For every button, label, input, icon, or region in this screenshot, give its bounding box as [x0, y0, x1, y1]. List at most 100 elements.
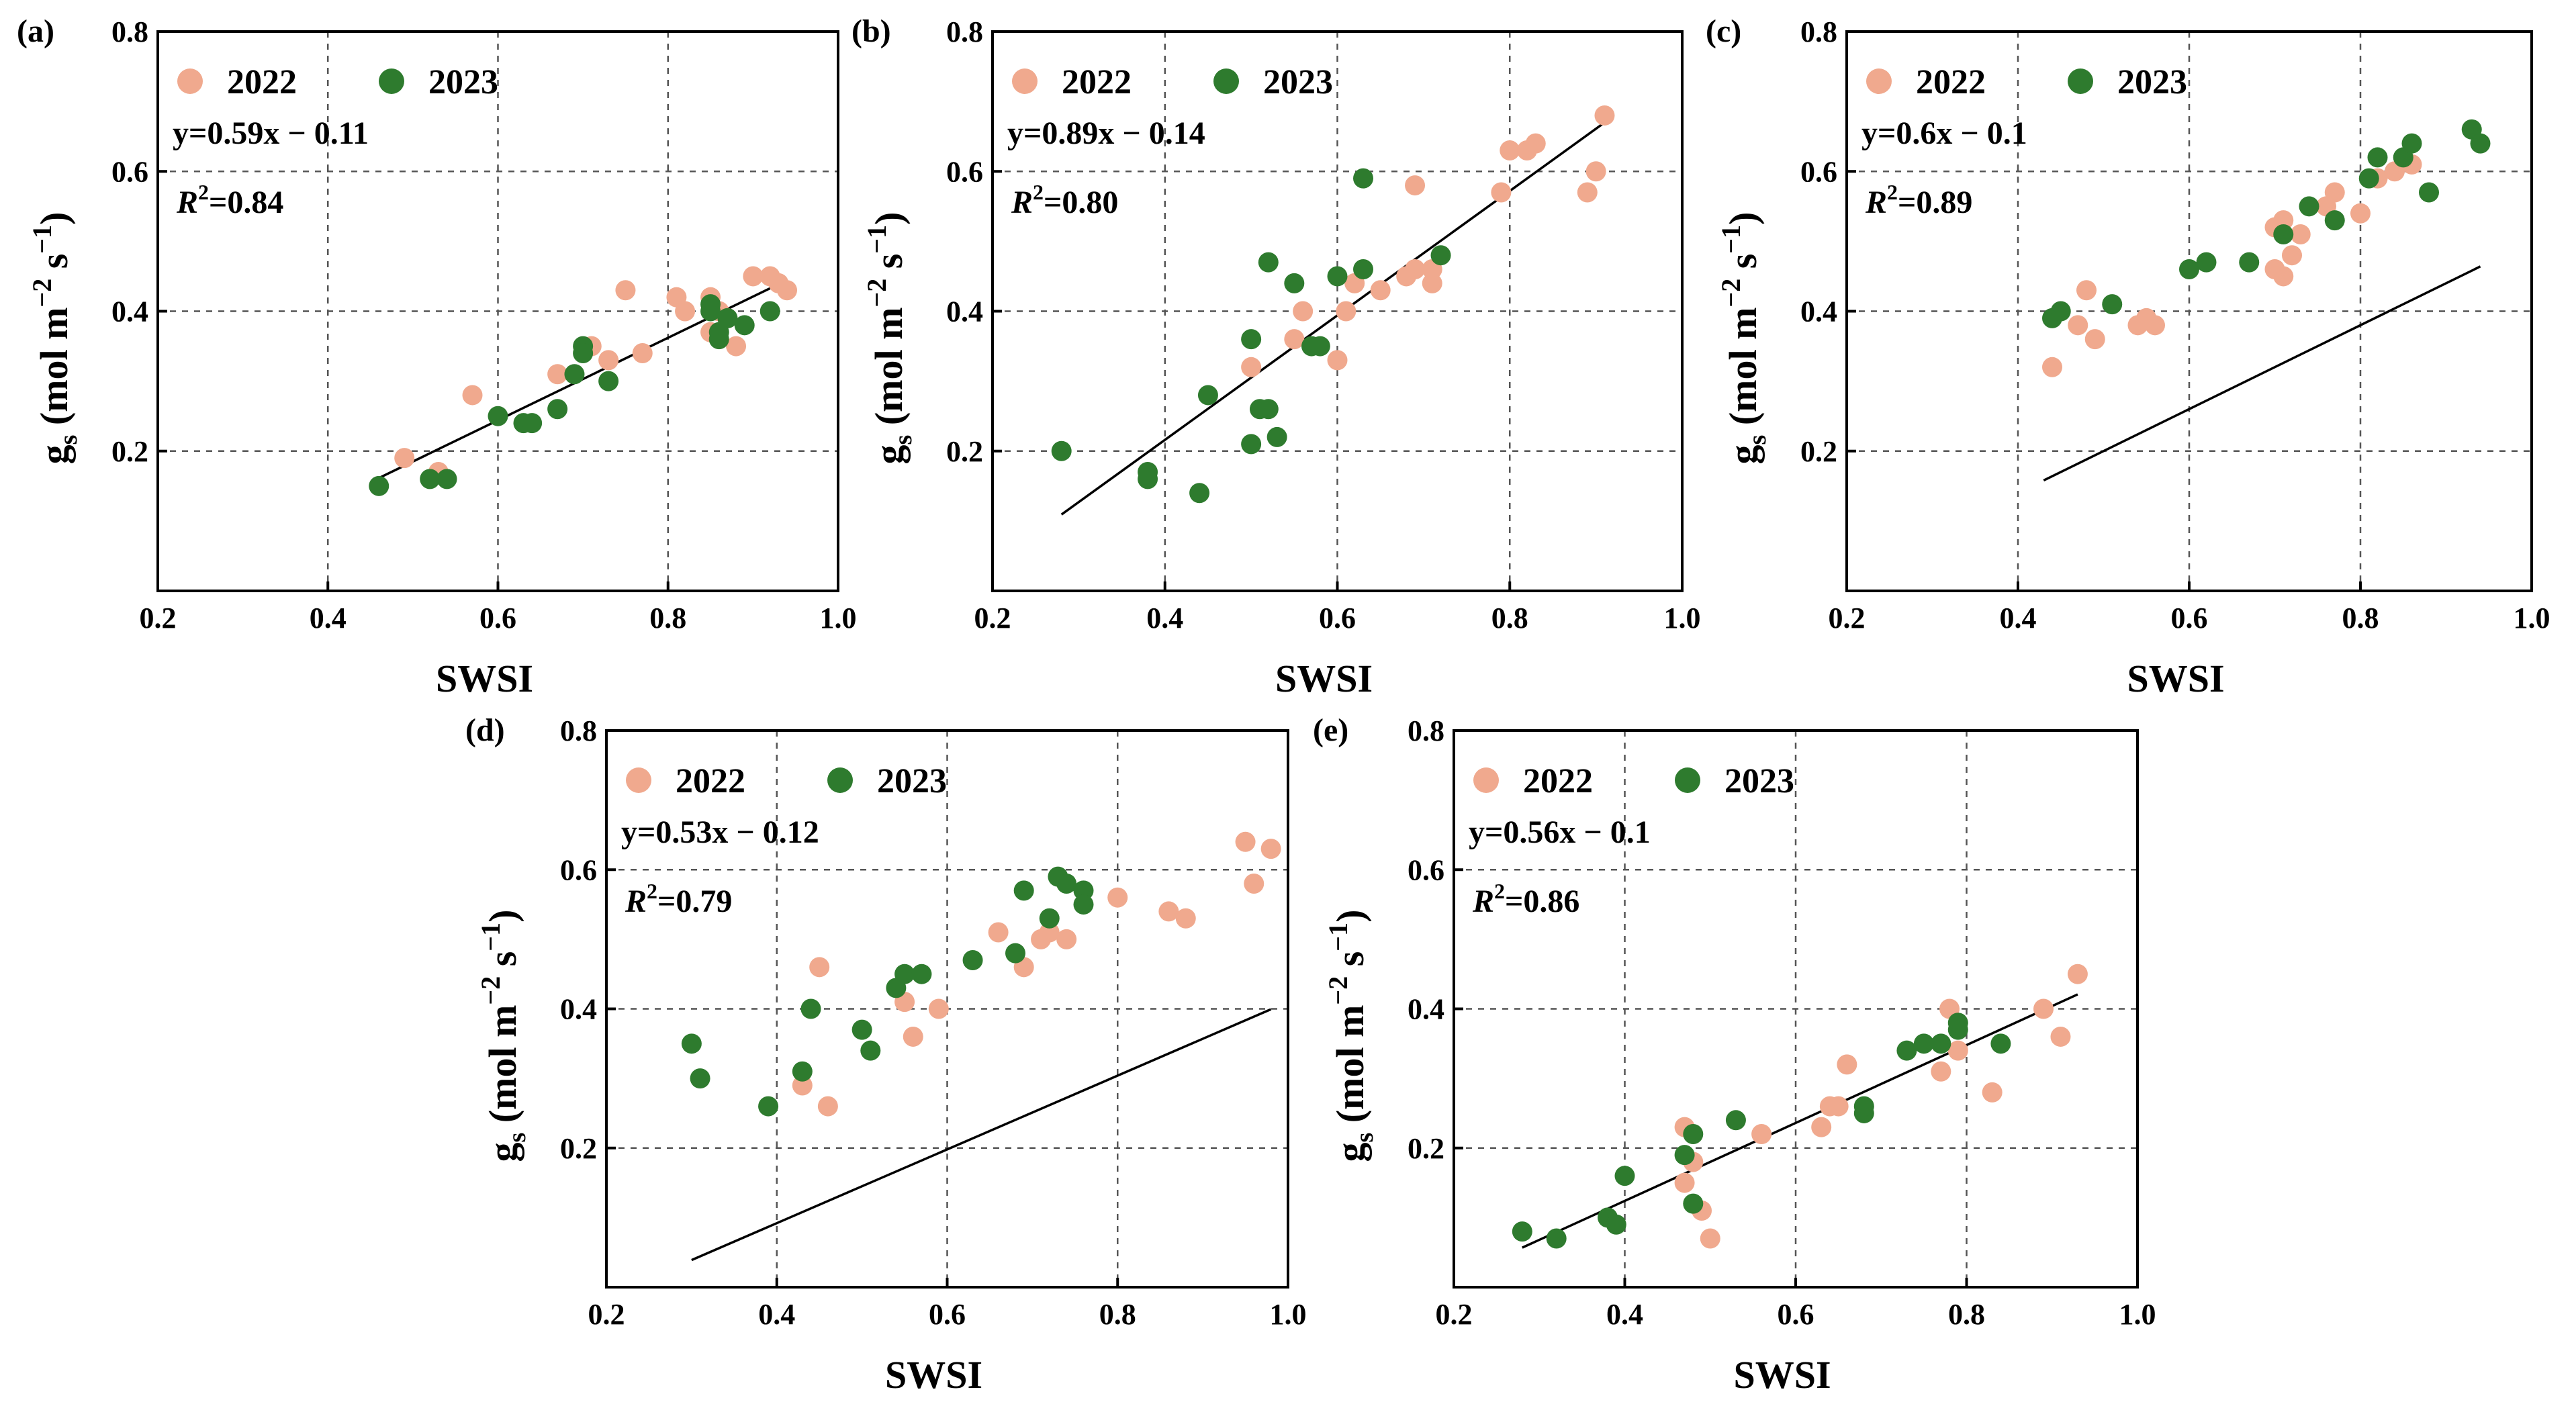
point-2022: [2050, 1026, 2071, 1047]
point-2022: [1235, 831, 1256, 852]
x-tick-label: 1.0: [2514, 602, 2550, 635]
point-2022: [598, 350, 619, 371]
panel-c: 0.2 0.4 0.6 0.8 1.0 0.2 0.4 0.6 0.8 (c) SWSI gs (mo…: [1706, 13, 2550, 700]
legend-marker-2023: [1675, 767, 1700, 793]
panel-label: (a): [17, 13, 54, 49]
legend-marker-2023: [1213, 68, 1239, 94]
point-2023: [1005, 943, 1025, 964]
point-2022: [988, 922, 1009, 943]
y-tick-label: 0.4: [1408, 993, 1444, 1026]
point-2022: [2273, 266, 2294, 287]
x-tick-label: 0.8: [1491, 602, 1528, 635]
point-2023: [2324, 210, 2345, 231]
point-2022: [1525, 133, 1546, 154]
r-squared: R2=0.86: [1472, 879, 1579, 919]
point-2023: [1189, 483, 1210, 504]
point-2023: [681, 1033, 702, 1054]
point-2023: [420, 469, 441, 489]
r-squared: R2=0.89: [1865, 180, 1972, 220]
point-2022: [632, 342, 653, 363]
fit-equation: y=0.56x − 0.1: [1469, 814, 1651, 850]
point-2023: [1056, 873, 1077, 894]
point-2022: [1405, 259, 1426, 280]
point-2022: [1039, 922, 1060, 943]
point-2023: [1197, 385, 1218, 406]
y-tick-label: 0.8: [1408, 714, 1444, 747]
point-2022: [1107, 887, 1128, 908]
fit-equation: y=0.59x − 0.11: [173, 115, 369, 151]
y-tick-label: 0.6: [560, 853, 597, 886]
x-tick-label: 0.2: [140, 602, 177, 635]
point-2022: [1751, 1124, 1772, 1145]
x-axis-title: SWSI: [2127, 657, 2224, 700]
y-tick-label: 0.6: [111, 155, 148, 188]
point-2022: [1241, 357, 1262, 377]
x-tick-label: 0.6: [929, 1298, 966, 1331]
x-tick-label: 0.6: [2171, 602, 2208, 635]
point-2023: [564, 364, 585, 385]
point-2022: [1327, 350, 1348, 371]
legend-label-2023: 2023: [1724, 762, 1794, 800]
y-tick-label: 0.6: [1800, 155, 1837, 188]
point-2022: [726, 336, 747, 357]
point-2023: [962, 949, 983, 970]
point-2022: [2350, 203, 2371, 224]
panel-label: (d): [465, 712, 505, 748]
point-2023: [1241, 329, 1262, 350]
point-2023: [1267, 426, 1287, 447]
point-2022: [1284, 329, 1305, 350]
fit-line: [1060, 122, 1606, 516]
point-2023: [598, 371, 619, 391]
point-2023: [1284, 273, 1305, 293]
x-axis-title: SWSI: [1275, 657, 1373, 700]
y-axis-title: gs (mol m−2 s−1): [1323, 910, 1379, 1162]
y-tick-label: 0.2: [1408, 1132, 1444, 1165]
legend-label-2022: 2022: [676, 762, 745, 800]
point-2023: [1309, 336, 1330, 357]
panel-e: 0.2 0.4 0.6 0.8 1.0 0.2 0.4 0.6 0.8 (e) SWSI gs (mo…: [1313, 712, 2156, 1397]
point-2023: [2367, 147, 2388, 168]
point-2022: [1828, 1096, 1849, 1117]
point-2023: [1353, 259, 1374, 280]
y-tick-label: 0.4: [1800, 295, 1837, 328]
point-2023: [2196, 252, 2217, 273]
point-2023: [1073, 880, 1094, 901]
x-tick-label: 0.8: [1948, 1298, 1985, 1331]
point-2023: [2273, 224, 2294, 244]
point-2023: [547, 399, 568, 420]
legend-label-2022: 2022: [1523, 762, 1593, 800]
point-2023: [2419, 182, 2439, 203]
point-2023: [2401, 133, 2422, 154]
point-2022: [1811, 1117, 1832, 1137]
point-2022: [903, 1026, 923, 1047]
y-tick-label: 0.8: [946, 15, 983, 48]
point-2022: [1370, 280, 1391, 301]
point-2023: [1138, 461, 1158, 482]
point-2023: [1258, 399, 1279, 420]
legend-label-2022: 2022: [227, 63, 297, 101]
point-2023: [1013, 880, 1034, 901]
x-tick-label: 0.2: [588, 1298, 625, 1331]
point-2022: [1293, 301, 1314, 322]
point-2023: [2299, 196, 2319, 217]
point-2023: [1614, 1166, 1635, 1186]
fit-equation: y=0.53x − 0.12: [621, 814, 819, 850]
point-2023: [717, 308, 738, 328]
point-2022: [1674, 1172, 1695, 1193]
y-tick-label: 0.4: [946, 295, 983, 328]
y-axis-title: gs (mol m−2 s−1): [1716, 212, 1772, 465]
panel-b: 0.2 0.4 0.6 0.8 1.0 0.2 0.4 0.6 0.8 (b) SWSI gs (mo…: [852, 13, 1701, 700]
point-2022: [2290, 224, 2311, 244]
point-2022: [462, 385, 483, 406]
panel-label: (e): [1313, 712, 1348, 748]
point-2022: [1158, 901, 1179, 922]
legend-label-2023: 2023: [1263, 63, 1333, 101]
point-2022: [1500, 140, 1520, 161]
point-2023: [2358, 168, 2379, 189]
point-2022: [394, 448, 415, 469]
point-2023: [1051, 440, 1072, 461]
point-2022: [2068, 315, 2088, 336]
point-2023: [860, 1040, 881, 1061]
x-tick-label: 0.2: [1436, 1298, 1473, 1331]
point-2022: [2145, 315, 2165, 336]
